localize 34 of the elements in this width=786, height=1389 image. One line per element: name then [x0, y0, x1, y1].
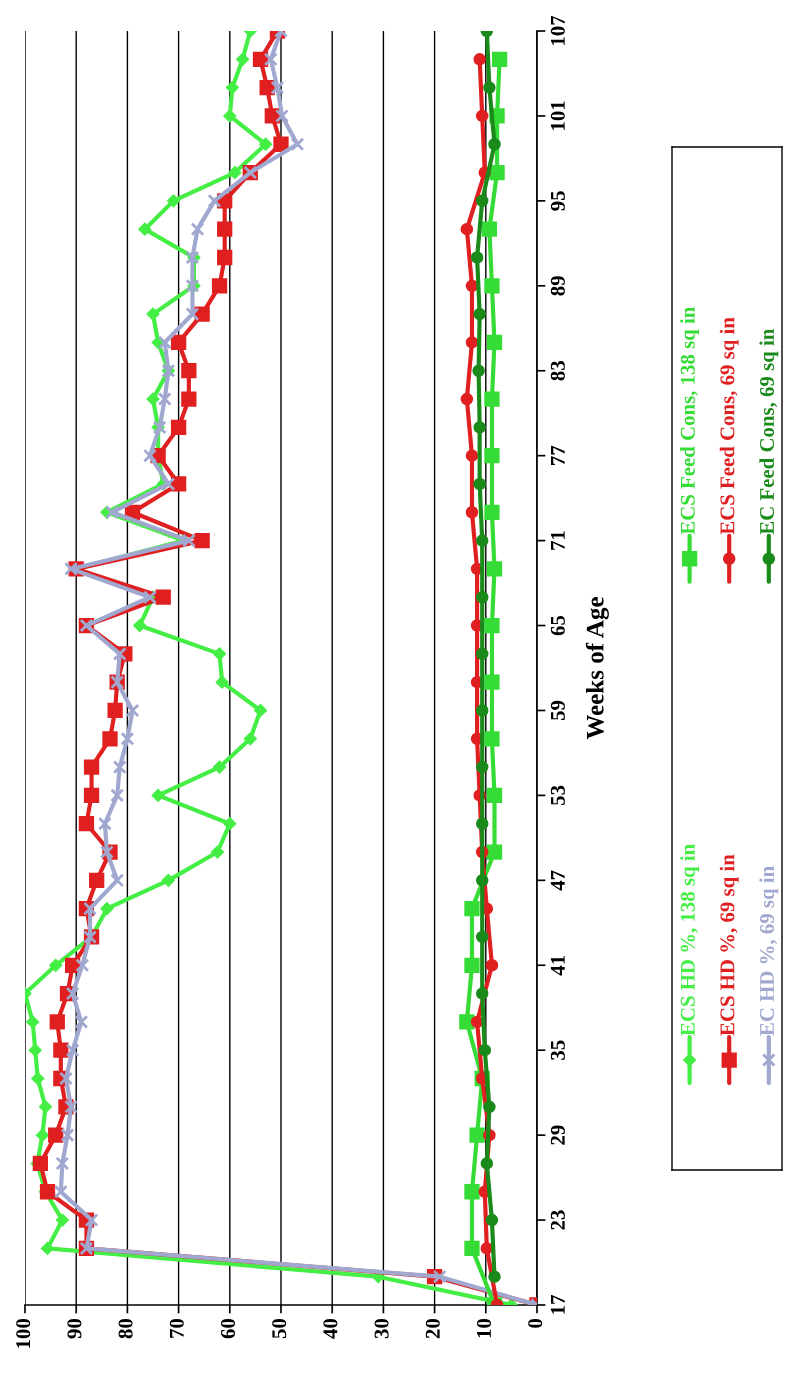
x-tick-label: 90	[67, 1318, 82, 1339]
text: ECS HD %, 138 sq in	[680, 844, 700, 1036]
y-tick-label: 83	[550, 361, 565, 381]
x-tick-label: 50	[272, 1318, 287, 1339]
y-tick-label: 101	[550, 101, 565, 130]
x-tick-label: 10	[476, 1318, 492, 1338]
y-tick-label: 17	[550, 1295, 565, 1314]
y-tick-label: 23	[550, 1210, 565, 1230]
x-tick-label: 60	[220, 1318, 236, 1339]
text: ECS Feed Cons, 138 sq in	[680, 306, 700, 535]
y-tick-label: 41	[550, 955, 565, 976]
text: EC Feed Cons, 69 sq in	[759, 328, 779, 535]
text: EC HD %, 69 sq in	[759, 866, 779, 1036]
y-tick-label: 65	[550, 615, 565, 636]
x-tick-label: 40	[323, 1318, 338, 1339]
y-tick-label: 35	[550, 1040, 565, 1060]
text: ECS Feed Cons, 69 sq in	[719, 317, 739, 535]
y-tick-label: 77	[551, 445, 565, 465]
y-tick-label: 29	[550, 1125, 565, 1145]
x-tick-label: 100	[16, 1318, 31, 1348]
y-tick-label: 89	[550, 276, 565, 296]
y-tick-label: 71	[550, 531, 565, 550]
x-tick-label: 80	[118, 1318, 133, 1339]
y-axis-title: Weeks of Age	[585, 597, 609, 740]
x-tick-label: 30	[374, 1318, 389, 1339]
y-tick-label: 107	[550, 15, 565, 45]
y-tick-label: 95	[550, 191, 565, 211]
x-tick-label: 0	[528, 1318, 543, 1328]
text: ECS HD %, 69 sq in	[719, 854, 739, 1036]
x-tick-label: 70	[169, 1318, 184, 1338]
y-tick-label: 59	[550, 700, 565, 721]
y-tick-label: 47	[550, 870, 565, 891]
x-tick-label: 20	[425, 1318, 440, 1339]
y-tick-label: 53	[550, 785, 565, 805]
